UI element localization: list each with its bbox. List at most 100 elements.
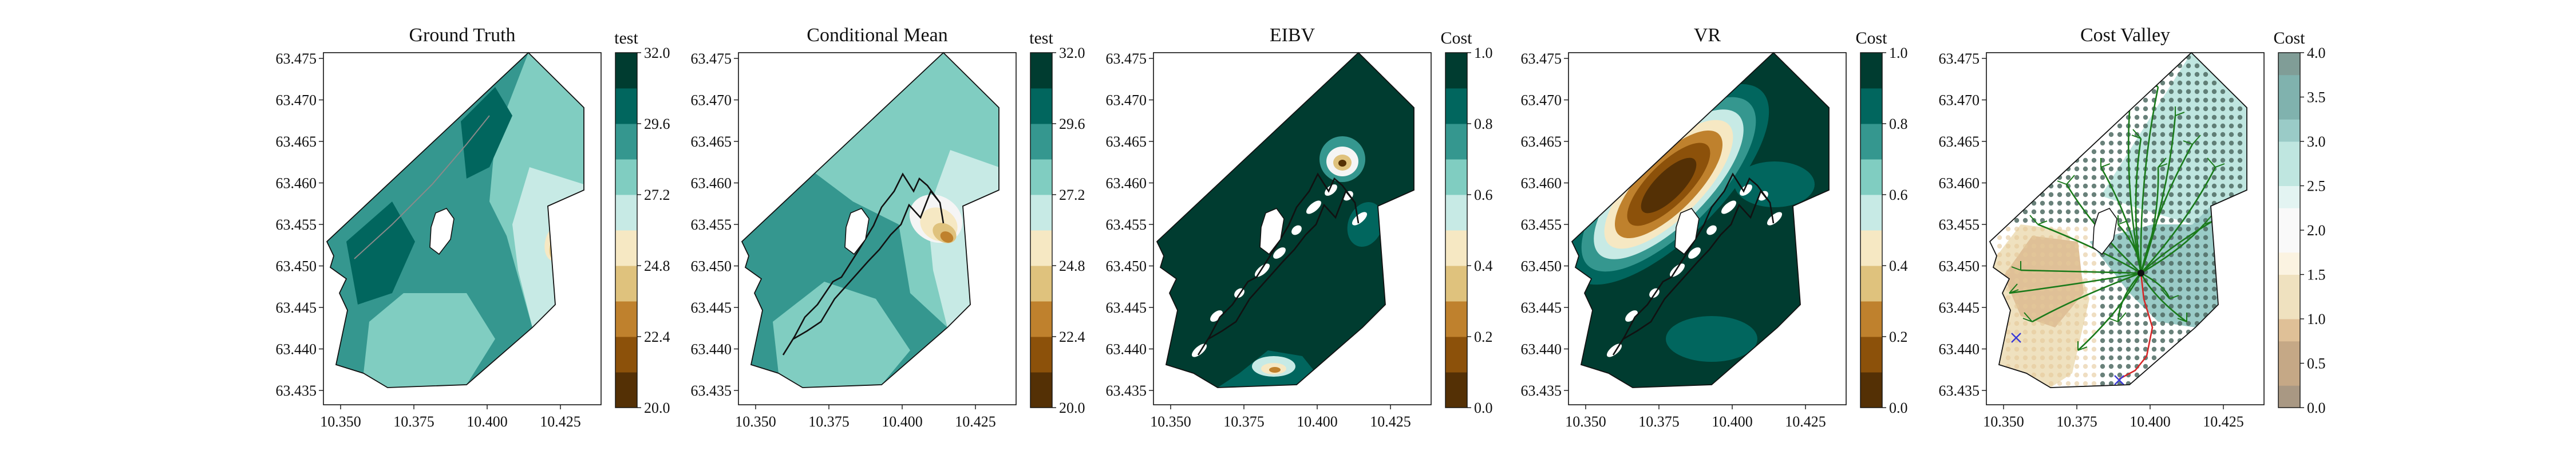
colorbar-band xyxy=(1445,266,1467,302)
colorbar-tick-label: 1.0 xyxy=(2307,311,2326,327)
grid-node xyxy=(2057,329,2063,335)
grid-node xyxy=(2117,192,2123,198)
grid-node xyxy=(2074,243,2080,249)
grid-node xyxy=(2108,295,2114,301)
colorbar-tick-label: 1.0 xyxy=(1889,45,1908,61)
rrt-twig xyxy=(2131,129,2142,139)
grid-node xyxy=(2083,372,2088,378)
grid-node xyxy=(2168,114,2174,120)
rrt-branch xyxy=(2140,272,2171,299)
panel-valley: Cost Valley 63.475 63.470 63.465 63.460 63.45… xyxy=(1939,25,2326,430)
rrt-twig xyxy=(2117,215,2128,225)
grid-node xyxy=(2091,355,2097,361)
grid-node xyxy=(2014,321,2020,326)
rrt-branch xyxy=(2032,272,2142,323)
colorbar-band xyxy=(2278,297,2300,319)
grid-node xyxy=(2014,226,2020,232)
grid-node xyxy=(2168,123,2174,129)
colorbar-tick-label: 22.4 xyxy=(1059,329,1085,345)
y-tick-label: 63.455 xyxy=(691,216,732,233)
grid-node xyxy=(2031,364,2037,369)
grid-node xyxy=(2022,321,2028,326)
x-tick-label: 10.425 xyxy=(1370,413,1411,430)
grid-node xyxy=(2186,295,2191,301)
grid-node xyxy=(2125,209,2131,215)
y-tick-label: 63.450 xyxy=(1521,258,1562,275)
grid-node xyxy=(2048,364,2054,369)
grid-node xyxy=(2074,226,2080,232)
y-tick-label: 63.440 xyxy=(1106,341,1147,358)
grid-node xyxy=(2014,312,2020,318)
grid-node xyxy=(2048,209,2054,215)
grid-node xyxy=(2229,183,2234,189)
grid-node xyxy=(2005,329,2011,335)
grid-node xyxy=(2203,243,2208,249)
grid-node xyxy=(2194,89,2200,94)
colorbar-tick-label: 0.0 xyxy=(2307,400,2326,416)
grid-node xyxy=(2160,166,2166,172)
rrt-branch xyxy=(2077,273,2142,351)
y-tick-label: 63.450 xyxy=(276,258,317,275)
grid-node xyxy=(2177,157,2183,163)
x-tick-label: 10.400 xyxy=(2129,413,2171,430)
grid-node xyxy=(2229,123,2234,129)
grid-node xyxy=(2151,149,2157,155)
grid-node xyxy=(2083,303,2088,309)
grid-node xyxy=(2186,106,2191,112)
grid-node xyxy=(2108,149,2114,155)
grid-node xyxy=(2083,286,2088,292)
grid-node xyxy=(2211,106,2217,112)
grid-node xyxy=(2057,364,2063,369)
grid-node xyxy=(2194,295,2200,301)
rrt-branch xyxy=(2020,269,2142,274)
grid-node xyxy=(2074,372,2080,378)
grid-node xyxy=(2100,381,2105,386)
grid-node xyxy=(2194,114,2200,120)
grid-node xyxy=(2237,123,2243,129)
grid-node xyxy=(2031,243,2037,249)
grid-node xyxy=(2203,286,2208,292)
grid-node xyxy=(2031,209,2037,215)
uncertainty-gap xyxy=(1740,184,1752,196)
y-tick-label: 63.455 xyxy=(1106,216,1147,233)
grid-node xyxy=(2194,235,2200,240)
grid-node xyxy=(2083,200,2088,206)
grid-node xyxy=(2160,140,2166,146)
colorbar-band xyxy=(1860,337,1882,373)
grid-node xyxy=(2074,355,2080,361)
grid-node xyxy=(2203,166,2208,172)
grid-node xyxy=(2211,80,2217,86)
grid-node xyxy=(2160,183,2166,189)
grid-node xyxy=(2074,235,2080,240)
grid-node xyxy=(2220,157,2226,163)
grid-node xyxy=(2211,123,2217,129)
grid-node xyxy=(2160,278,2166,283)
grid-node xyxy=(2014,303,2020,309)
end-marker xyxy=(2114,375,2124,385)
grid-node xyxy=(2186,80,2191,86)
grid-node xyxy=(2031,312,2037,318)
colorbar-band xyxy=(2278,319,2300,342)
grid-node xyxy=(2065,175,2071,180)
colorbar-tick-label: 32.0 xyxy=(1059,45,1085,61)
grid-node xyxy=(2143,200,2148,206)
uncertainty-gap xyxy=(1273,247,1286,259)
colorbar-band xyxy=(1860,88,1882,124)
grid-node xyxy=(2048,243,2054,249)
grid-node xyxy=(2160,235,2166,240)
grid-node xyxy=(2108,192,2114,198)
grid-node xyxy=(2117,166,2123,172)
y-tick-label: 63.435 xyxy=(1106,382,1147,399)
grid-node xyxy=(2151,269,2157,275)
colorbar-band xyxy=(2278,274,2300,297)
y-tick-label: 63.470 xyxy=(1521,92,1562,109)
grid-node xyxy=(2186,278,2191,283)
field xyxy=(1157,53,1414,388)
colorbar-band xyxy=(615,195,637,231)
grid-node xyxy=(2057,295,2063,301)
grid-node xyxy=(2134,346,2140,352)
grid-node xyxy=(2186,97,2191,103)
grid-node xyxy=(2074,381,2080,386)
grid-node xyxy=(2203,132,2208,137)
colorbar-band xyxy=(1030,124,1052,160)
